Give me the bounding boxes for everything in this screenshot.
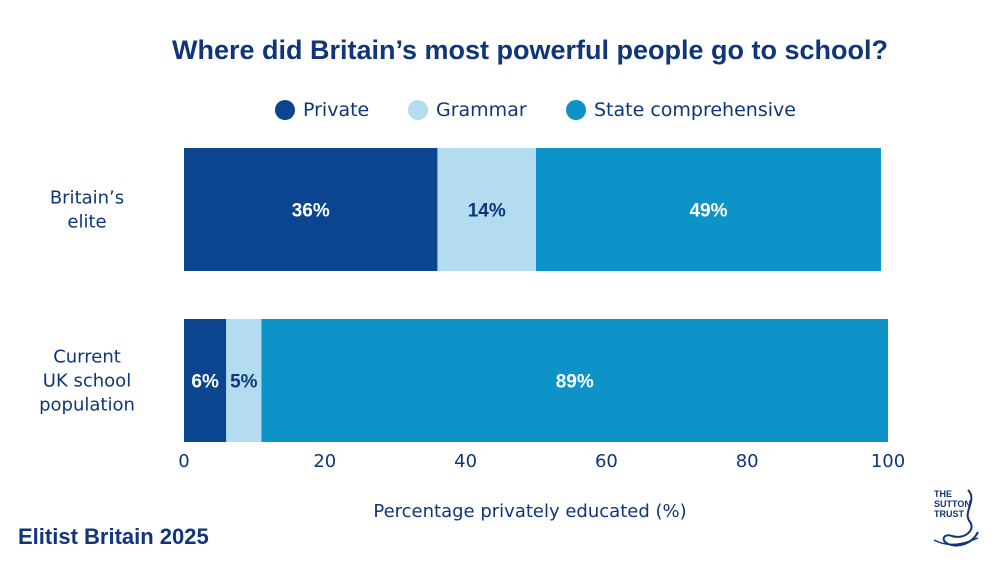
bar-row-1-state-comprehensive — [536, 148, 881, 271]
x-tick-60: 60 — [595, 451, 618, 472]
chart-title: Where did Britain’s most powerful people… — [172, 35, 888, 65]
logo-line-2: SUTTON — [934, 499, 971, 509]
logo-line-3: TRUST — [934, 509, 964, 519]
category-label-2-line-3: population — [39, 395, 135, 416]
x-tick-40: 40 — [454, 451, 477, 472]
x-tick-80: 80 — [736, 451, 759, 472]
data-label-row-2-grammar: 5% — [230, 372, 258, 393]
x-tick-100: 100 — [871, 451, 905, 472]
bar-row-1-grammar — [437, 148, 536, 271]
category-label-2-line-2: UK school — [43, 371, 131, 392]
bar-row-1-private — [184, 148, 438, 271]
category-label-1-line-2: elite — [67, 212, 106, 233]
data-label-row-1-grammar: 14% — [468, 201, 506, 222]
data-label-row-1-private: 36% — [292, 201, 330, 222]
sutton-trust-logo: THE SUTTON TRUST — [933, 489, 979, 547]
category-labels: Britain’s elite Current UK school population — [39, 188, 135, 416]
legend-swatch-2 — [408, 100, 428, 120]
x-axis-label: Percentage privately educated (%) — [373, 501, 686, 522]
logo-line-1: THE — [934, 489, 952, 499]
bars: 36% 14% 49% 6% 5% 89% — [184, 148, 888, 442]
data-label-row-1-state-comprehensive: 49% — [689, 201, 727, 222]
footer-source-title: Elitist Britain 2025 — [18, 524, 209, 549]
category-label-1-line-1: Britain’s — [50, 188, 124, 209]
legend-label-2: Grammar — [436, 99, 527, 121]
legend-swatch-1 — [275, 100, 295, 120]
logo-underline-icon — [933, 537, 979, 545]
legend-label-1: Private — [303, 99, 369, 121]
legend-label-3: State comprehensive — [594, 99, 796, 121]
bar-row-2-private — [184, 319, 227, 442]
legend: Private Grammar State comprehensive — [275, 99, 796, 121]
x-tick-0: 0 — [178, 451, 189, 472]
logo-swirl-icon — [942, 489, 979, 547]
legend-swatch-3 — [566, 100, 586, 120]
data-label-row-2-private: 6% — [191, 372, 219, 393]
category-label-2-line-1: Current — [53, 347, 121, 368]
bar-row-2-state-comprehensive — [261, 319, 888, 442]
x-tick-20: 20 — [313, 451, 336, 472]
bar-row-2-grammar — [226, 319, 262, 442]
x-axis: 0 20 40 60 80 100 — [178, 451, 905, 472]
data-label-row-2-state-comprehensive: 89% — [556, 372, 594, 393]
